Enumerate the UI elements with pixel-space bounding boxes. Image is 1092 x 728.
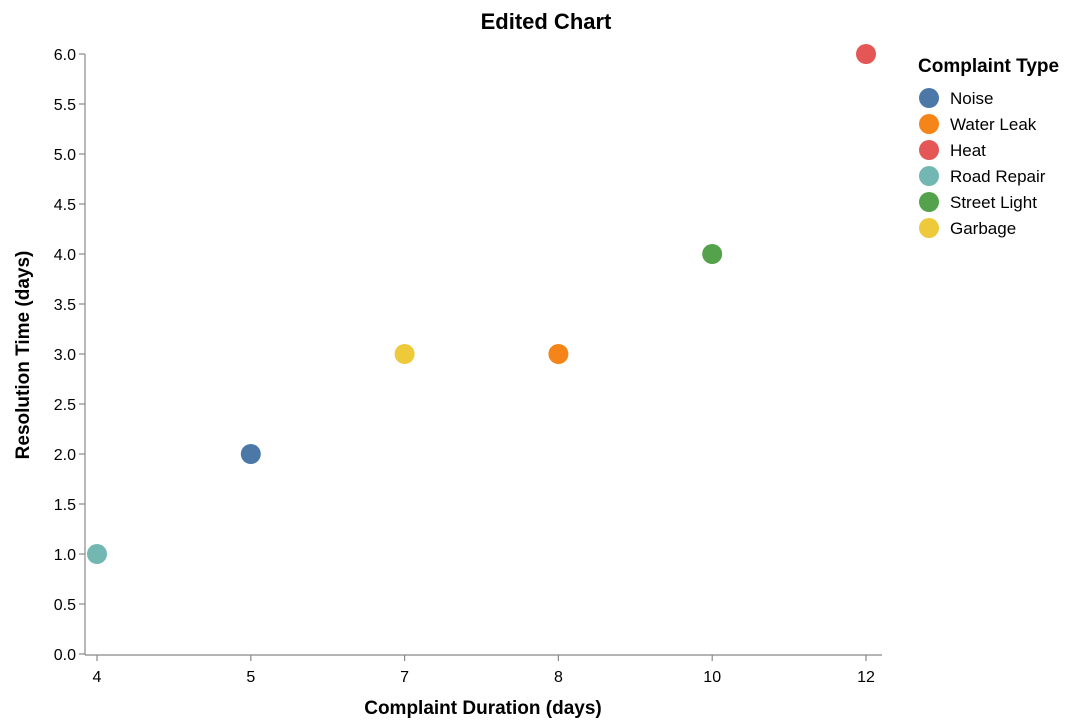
data-point-road-repair bbox=[87, 544, 107, 564]
y-tick-label: 4.5 bbox=[54, 197, 76, 214]
x-tick-label: 12 bbox=[857, 669, 875, 686]
legend: Complaint Type Noise Water Leak Heat Road R… bbox=[918, 56, 1059, 238]
x-axis-title: Complaint Duration (days) bbox=[364, 698, 602, 719]
y-axis-title: Resolution Time (days) bbox=[13, 251, 34, 460]
x-tick-label: 8 bbox=[554, 669, 563, 686]
data-point-water-leak bbox=[548, 344, 569, 364]
data-point-heat bbox=[856, 44, 876, 64]
legend-item: Garbage bbox=[919, 218, 1016, 238]
y-tick-label: 5.0 bbox=[54, 147, 76, 164]
legend-label: Water Leak bbox=[950, 115, 1037, 134]
y-tick-label: 2.5 bbox=[54, 397, 76, 414]
legend-item: Noise bbox=[919, 88, 993, 108]
legend-label: Street Light bbox=[950, 193, 1037, 212]
y-tick-label: 0.5 bbox=[54, 597, 76, 614]
legend-label: Road Repair bbox=[950, 167, 1046, 186]
legend-label: Heat bbox=[950, 141, 986, 160]
x-tick-label: 10 bbox=[703, 669, 721, 686]
legend-swatch bbox=[919, 114, 939, 134]
legend-swatch bbox=[919, 166, 939, 186]
chart-title: Edited Chart bbox=[481, 9, 612, 34]
legend-item: Water Leak bbox=[919, 114, 1037, 134]
x-tick-label: 4 bbox=[93, 669, 102, 686]
legend-item: Street Light bbox=[919, 192, 1037, 212]
legend-swatch bbox=[919, 88, 939, 108]
data-point-garbage bbox=[394, 344, 415, 364]
x-axis: 4 5 7 8 10 12 bbox=[85, 654, 882, 686]
y-tick-label: 2.0 bbox=[54, 447, 76, 464]
y-tick-label: 3.0 bbox=[54, 347, 76, 364]
y-tick-label: 1.5 bbox=[54, 497, 76, 514]
legend-item: Heat bbox=[919, 140, 986, 160]
data-point-noise bbox=[240, 444, 261, 464]
legend-title: Complaint Type bbox=[918, 56, 1059, 77]
y-tick-label: 5.5 bbox=[54, 97, 76, 114]
legend-label: Noise bbox=[950, 89, 993, 108]
legend-swatch bbox=[919, 140, 939, 160]
x-tick-label: 5 bbox=[246, 669, 255, 686]
legend-label: Garbage bbox=[950, 219, 1016, 238]
legend-swatch bbox=[919, 192, 939, 212]
y-tick-label: 1.0 bbox=[54, 547, 76, 564]
data-points bbox=[87, 44, 876, 564]
x-tick-label: 7 bbox=[400, 669, 409, 686]
y-axis: 0.0 0.5 1.0 1.5 2.0 2.5 3.0 3.5 4.0 4.5 5.0 5.5 6.0 bbox=[54, 47, 86, 664]
y-tick-label: 4.0 bbox=[54, 247, 76, 264]
y-tick-label: 3.5 bbox=[54, 297, 76, 314]
legend-item: Road Repair bbox=[919, 166, 1046, 186]
y-tick-label: 0.0 bbox=[54, 647, 76, 664]
legend-swatch bbox=[919, 218, 939, 238]
legend-items: Noise Water Leak Heat Road Repair Street Lig… bbox=[919, 88, 1046, 238]
data-point-street-light bbox=[702, 244, 723, 264]
y-tick-label: 6.0 bbox=[54, 47, 76, 64]
